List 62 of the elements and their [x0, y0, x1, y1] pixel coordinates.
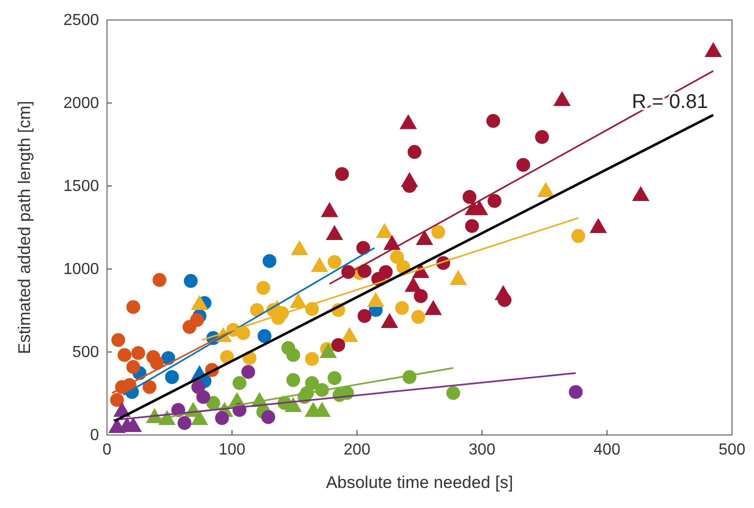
point [110, 393, 124, 407]
y-tick-label: 2500 [63, 12, 100, 30]
point [152, 273, 166, 287]
point [516, 158, 530, 172]
point [465, 219, 479, 233]
point [241, 365, 256, 379]
point [462, 190, 476, 204]
point [328, 371, 342, 385]
point [232, 376, 246, 390]
point [250, 303, 264, 317]
point [190, 313, 204, 327]
point [414, 289, 428, 303]
point [356, 241, 370, 255]
point [408, 145, 422, 159]
x-tick-label: 500 [718, 441, 746, 458]
point [378, 265, 393, 279]
point [111, 333, 126, 347]
point [118, 348, 132, 362]
point [131, 346, 146, 360]
point [142, 380, 156, 394]
point [262, 254, 276, 268]
point [286, 348, 300, 362]
point [335, 167, 349, 181]
point [331, 338, 346, 352]
point [535, 130, 549, 144]
point [411, 310, 426, 324]
x-tick-label: 100 [218, 441, 246, 458]
point [126, 300, 140, 314]
point [488, 194, 502, 208]
point [178, 416, 192, 430]
x-tick-label: 200 [344, 441, 370, 458]
x-tick-label: 0 [102, 441, 112, 458]
point [358, 264, 372, 278]
point [571, 229, 586, 243]
point [568, 385, 583, 399]
point [184, 274, 198, 288]
y-axis-title: Estimated added path length [cm] [15, 100, 34, 354]
y-tick-label: 2000 [63, 95, 100, 112]
point [150, 356, 164, 370]
point [446, 386, 460, 400]
y-tick-label: 1500 [63, 178, 100, 196]
point [305, 352, 319, 366]
point [286, 373, 300, 387]
point [258, 329, 272, 343]
point [358, 309, 372, 323]
point [126, 360, 140, 374]
x-axis-title: Absolute time needed [s] [326, 473, 514, 492]
point [486, 114, 500, 128]
point [261, 410, 276, 424]
x-tick-label: 400 [594, 441, 620, 458]
point [196, 390, 210, 404]
point [395, 301, 409, 315]
point [215, 411, 229, 425]
point [390, 250, 404, 264]
y-tick-label: 500 [72, 344, 100, 362]
point [165, 370, 179, 384]
y-tick-label: 1000 [63, 261, 100, 278]
point [328, 255, 342, 269]
y-tick-label: 0 [90, 427, 100, 444]
x-tick-label: 300 [468, 441, 496, 458]
point [431, 225, 446, 239]
point [256, 281, 270, 295]
